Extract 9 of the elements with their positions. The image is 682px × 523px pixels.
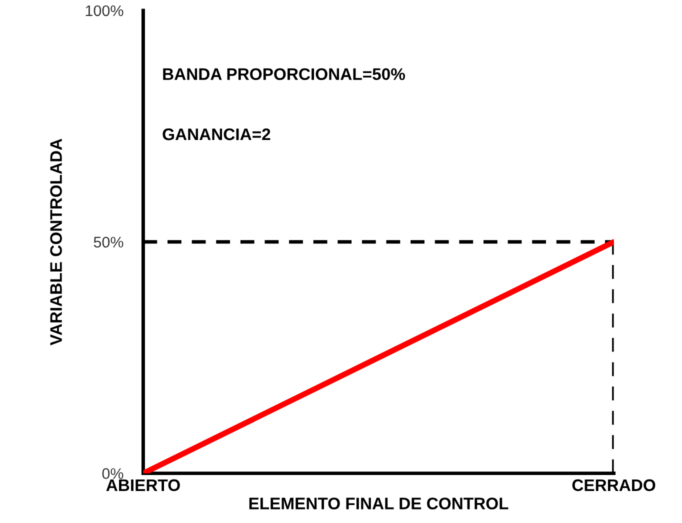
annotation: GANANCIA=2: [162, 128, 270, 140]
x-tick-label: ABIERTO: [106, 479, 180, 492]
x-axis-title: ELEMENTO FINAL DE CONTROL: [249, 498, 508, 510]
y-axis-title: VARIABLE CONTROLADA: [50, 138, 62, 346]
y-tick-label: 0%: [102, 468, 124, 479]
annotation: BANDA PROPORCIONAL=50%: [163, 68, 405, 80]
y-tick-label: 100%: [86, 5, 124, 16]
x-tick-label: CERRADO: [572, 479, 656, 492]
y-tick-label: 50%: [94, 236, 124, 248]
